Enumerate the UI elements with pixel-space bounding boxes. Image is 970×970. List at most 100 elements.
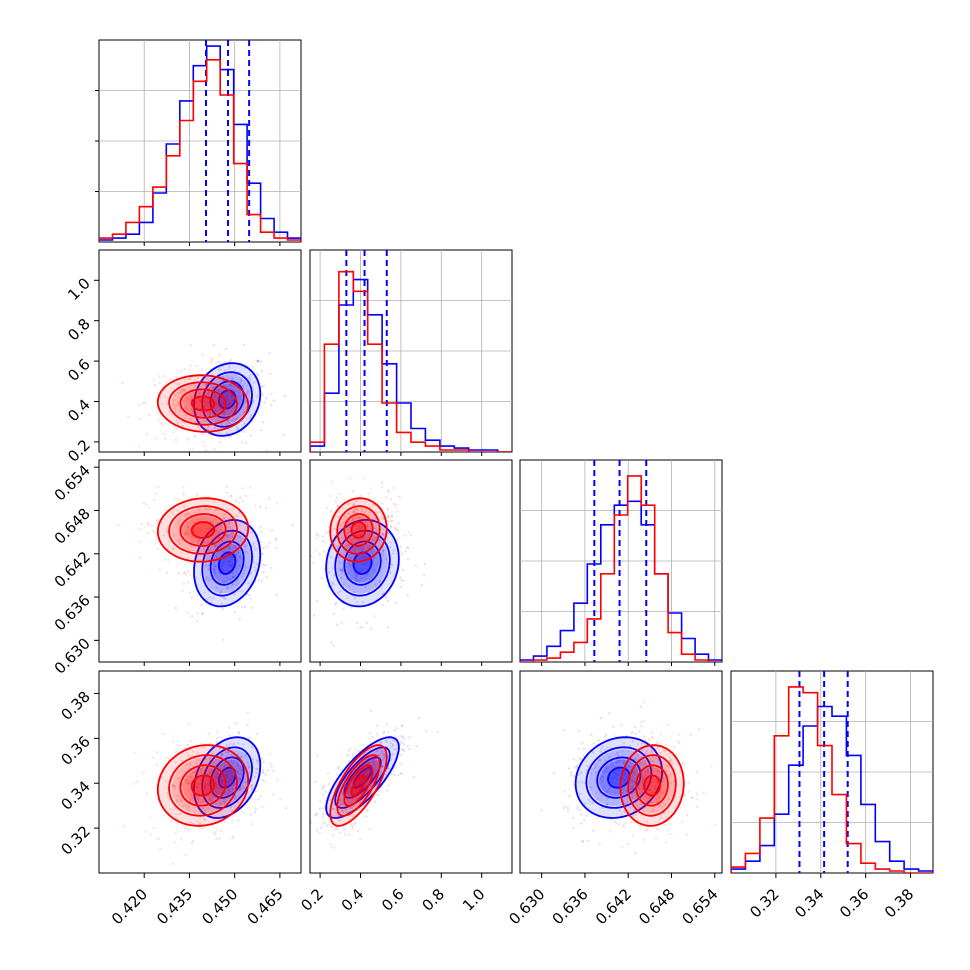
sample-point (236, 559, 239, 562)
sample-point (220, 423, 223, 427)
sample-point (333, 814, 336, 818)
sample-point (664, 824, 667, 827)
sample-point (248, 771, 251, 775)
contour-red (643, 774, 661, 797)
sample-point (194, 781, 197, 784)
sample-point (648, 789, 651, 792)
sample-point (627, 764, 631, 768)
sample-point (381, 534, 385, 537)
sample-point (206, 400, 209, 404)
sample-point (174, 393, 177, 397)
sample-point (356, 524, 359, 528)
sample-point (337, 544, 340, 547)
sample-point (164, 395, 167, 399)
sample-point (342, 563, 345, 567)
sample-point (200, 742, 203, 745)
sample-point (222, 413, 226, 416)
sample-point (393, 748, 396, 751)
sample-point (212, 500, 216, 503)
sample-point (651, 802, 655, 805)
sample-point (236, 428, 239, 431)
sample-point (247, 581, 250, 585)
sample-point (220, 402, 224, 405)
sample-point (235, 762, 239, 765)
sample-point (251, 385, 254, 388)
sample-point (230, 403, 233, 406)
sample-point (322, 822, 325, 826)
sample-point (362, 555, 366, 559)
sample-point (376, 749, 379, 753)
panel-content (121, 343, 286, 452)
sample-point (250, 528, 254, 531)
sample-point (221, 434, 224, 437)
sample-point (566, 810, 570, 813)
sample-point (137, 445, 141, 448)
sample-point (172, 402, 175, 406)
sample-point (351, 815, 354, 818)
sample-point (236, 764, 239, 767)
panel-content (310, 709, 439, 849)
sample-point (208, 507, 211, 510)
sample-point (377, 501, 380, 505)
sample-point (350, 521, 353, 525)
sample-point (381, 502, 384, 505)
sample-point (335, 545, 339, 548)
sample-point (262, 779, 266, 783)
sample-point (354, 789, 357, 793)
sample-point (323, 550, 326, 553)
contour-blue (209, 540, 245, 586)
sample-point (269, 403, 273, 407)
sample-point (205, 527, 208, 531)
density-fill-red (637, 767, 667, 804)
sample-point (393, 729, 396, 732)
sample-point (397, 774, 400, 777)
sample-point (185, 396, 189, 399)
sample-point (249, 434, 253, 437)
sample-point (250, 784, 254, 787)
sample-point (361, 527, 364, 530)
sample-point (608, 712, 611, 715)
sample-point (648, 788, 651, 792)
sample-point (341, 569, 344, 572)
sample-point (239, 756, 243, 759)
sample-point (179, 514, 182, 517)
sample-point (384, 557, 387, 560)
sample-point (215, 555, 218, 559)
sample-point (630, 786, 633, 789)
sample-point (401, 748, 404, 751)
sample-point (353, 532, 356, 536)
contour-red (350, 774, 367, 797)
sample-point (225, 559, 228, 562)
sample-point (655, 800, 659, 804)
sample-point (348, 833, 351, 837)
sample-point (668, 756, 671, 759)
sample-point (375, 535, 378, 538)
sample-point (579, 771, 583, 774)
sample-point (600, 747, 603, 750)
sample-point (340, 621, 344, 624)
sample-point (658, 798, 662, 801)
sample-point (237, 408, 241, 412)
sample-point (187, 529, 190, 532)
sample-point (152, 827, 156, 830)
contour-red (190, 774, 216, 797)
sample-point (394, 503, 397, 506)
sample-point (205, 385, 209, 388)
sample-point (238, 536, 241, 539)
sample-point (189, 387, 192, 390)
sample-point (329, 843, 332, 846)
sample-point (248, 765, 251, 768)
sample-point (651, 791, 654, 795)
sample-point (359, 558, 362, 561)
sample-point (352, 511, 355, 514)
density-fill-red (345, 515, 372, 545)
sample-point (225, 587, 228, 590)
density-fill-red (182, 767, 224, 804)
x-tick-label: 0.630 (505, 885, 548, 928)
sample-point (230, 753, 234, 757)
sample-point (171, 547, 175, 550)
sample-point (238, 788, 241, 791)
sample-point (638, 729, 641, 733)
sample-point (220, 753, 224, 756)
sample-point (346, 543, 350, 547)
